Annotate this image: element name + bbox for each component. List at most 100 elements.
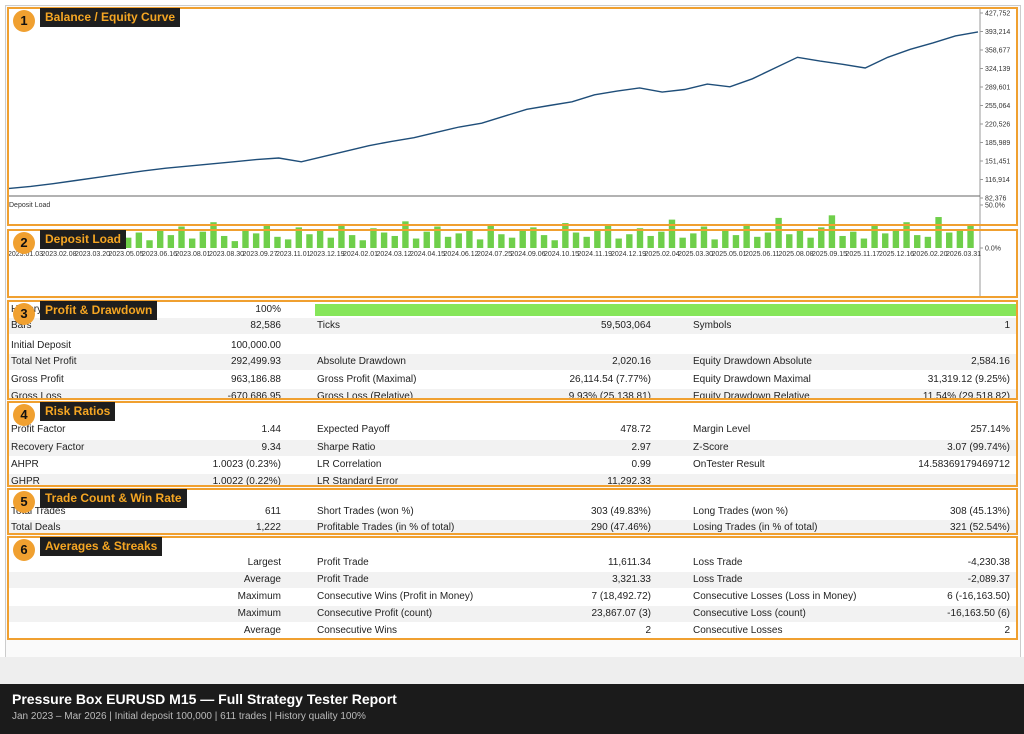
load-bar <box>156 229 164 248</box>
charts: Deposit Load 427,752 393,214 358,677 324,13… <box>7 7 1017 298</box>
cell: 100,000.00 <box>230 340 281 351</box>
cell: Sharpe Ratio <box>317 442 376 453</box>
load-bar <box>231 241 239 248</box>
cell: OnTester Result <box>693 459 765 470</box>
load-bar <box>807 237 814 248</box>
equity-line <box>7 31 979 190</box>
cell: Gross Profit <box>11 374 64 385</box>
y-tick-label: 358,677 <box>985 47 1010 54</box>
cell: Consecutive Profit (count) <box>317 608 433 619</box>
cell: Profit Trade <box>317 557 369 568</box>
y-tick-label: 393,214 <box>985 29 1010 36</box>
cell: Margin Level <box>693 424 751 435</box>
cell: -2,089.37 <box>967 574 1010 585</box>
cell: Bars <box>11 320 32 331</box>
row-bg <box>9 572 1016 588</box>
load-bar <box>711 239 718 248</box>
date-label: 2023.09.27 <box>243 251 278 258</box>
load-bar <box>178 226 185 248</box>
date-label: 2025.08.08 <box>779 251 814 258</box>
cell: Losing Trades (in % of total) <box>693 522 818 533</box>
cell: Consecutive Wins <box>317 625 398 636</box>
load-bar <box>252 233 260 248</box>
cell: Equity Drawdown Maximal <box>693 374 811 385</box>
cell: 2.97 <box>631 442 651 453</box>
load-bar <box>679 237 686 248</box>
cell: LR Correlation <box>317 459 382 470</box>
date-label: 2024.12.19 <box>611 251 646 258</box>
cell: Total Deals <box>11 522 61 533</box>
load-tick-label: 50.0% <box>985 203 1005 210</box>
cell: Gross Loss (Relative) <box>317 391 414 400</box>
load-bar <box>935 217 942 248</box>
cell: Expected Payoff <box>317 424 390 435</box>
load-bar <box>327 237 334 248</box>
date-label: 2023.12.19 <box>310 251 345 258</box>
cell: Gross Profit (Maximal) <box>317 374 417 385</box>
load-bar <box>882 233 889 248</box>
load-bar <box>562 223 569 248</box>
row-bg <box>9 440 1016 456</box>
date-label: 2025.03.30 <box>678 251 713 258</box>
load-bar <box>700 226 708 248</box>
load-bar <box>498 234 505 248</box>
load-bar <box>658 231 665 248</box>
quality-bar <box>315 304 1016 316</box>
load-bar <box>956 229 964 248</box>
load-bar <box>551 240 558 248</box>
date-label: 2023.01.03 <box>8 251 43 258</box>
cell: Profit Trade <box>317 574 369 585</box>
cell: 3.07 (99.74%) <box>947 442 1010 453</box>
load-bar <box>146 240 153 248</box>
cell: Long Trades (won %) <box>693 506 789 517</box>
load-bar <box>412 238 420 248</box>
load-bar <box>871 224 878 248</box>
cell: Profitable Trades (in % of total) <box>317 522 455 533</box>
y-tick-label: 185,989 <box>985 140 1010 147</box>
cell: 963,186.88 <box>230 374 281 385</box>
y-tick-label: 324,139 <box>985 66 1010 73</box>
cell: 611 <box>265 506 281 517</box>
load-bar <box>434 226 441 248</box>
cell: Total Net Profit <box>11 356 77 367</box>
load-bar <box>743 223 750 248</box>
date-label: 2025.02.04 <box>645 251 680 258</box>
cell: Recovery Factor <box>11 442 85 453</box>
load-bar <box>210 222 217 248</box>
date-label: 2025.06.11 <box>745 251 780 258</box>
cell: 11.54% (29,518.82) <box>922 391 1010 400</box>
load-bar <box>690 233 697 248</box>
load-bar <box>295 227 302 248</box>
date-label: 2024.07.25 <box>477 251 512 258</box>
cell: 2,584.16 <box>971 356 1010 367</box>
cell: Short Trades (won %) <box>317 506 414 517</box>
load-bar <box>348 235 356 248</box>
cell: Equity Drawdown Absolute <box>693 356 812 367</box>
cell: 9.34 <box>261 442 281 453</box>
section <box>7 7 1018 226</box>
load-bar <box>370 228 377 248</box>
cell: 7 (18,492.72) <box>591 591 652 602</box>
section-number: 6 <box>13 539 35 561</box>
load-bar <box>284 239 292 248</box>
footer: Pressure Box EURUSD M15 — Full Strategy … <box>0 684 1024 734</box>
cell: 321 (52.54%) <box>949 522 1010 533</box>
cell: Average <box>243 574 281 585</box>
cell: 2 <box>1004 625 1010 636</box>
load-bar <box>508 237 516 248</box>
section: Profit Factor 1.44 Expected Payoff 478.72 Ma… <box>7 401 1018 487</box>
load-bar <box>828 215 836 248</box>
load-bar <box>263 225 271 248</box>
load-bar <box>583 236 590 248</box>
section-title: Profit & Drawdown <box>40 301 158 320</box>
load-label: Deposit Load <box>9 202 50 209</box>
cell: -4,230.38 <box>967 557 1010 568</box>
cell: Ticks <box>317 320 340 331</box>
load-bar <box>487 224 494 248</box>
cell: 31,319.12 (9.25%) <box>927 374 1010 385</box>
cell: Average <box>243 625 281 636</box>
load-bar <box>615 238 622 248</box>
load-bar <box>519 230 526 248</box>
cell: 290 (47.46%) <box>590 522 651 533</box>
